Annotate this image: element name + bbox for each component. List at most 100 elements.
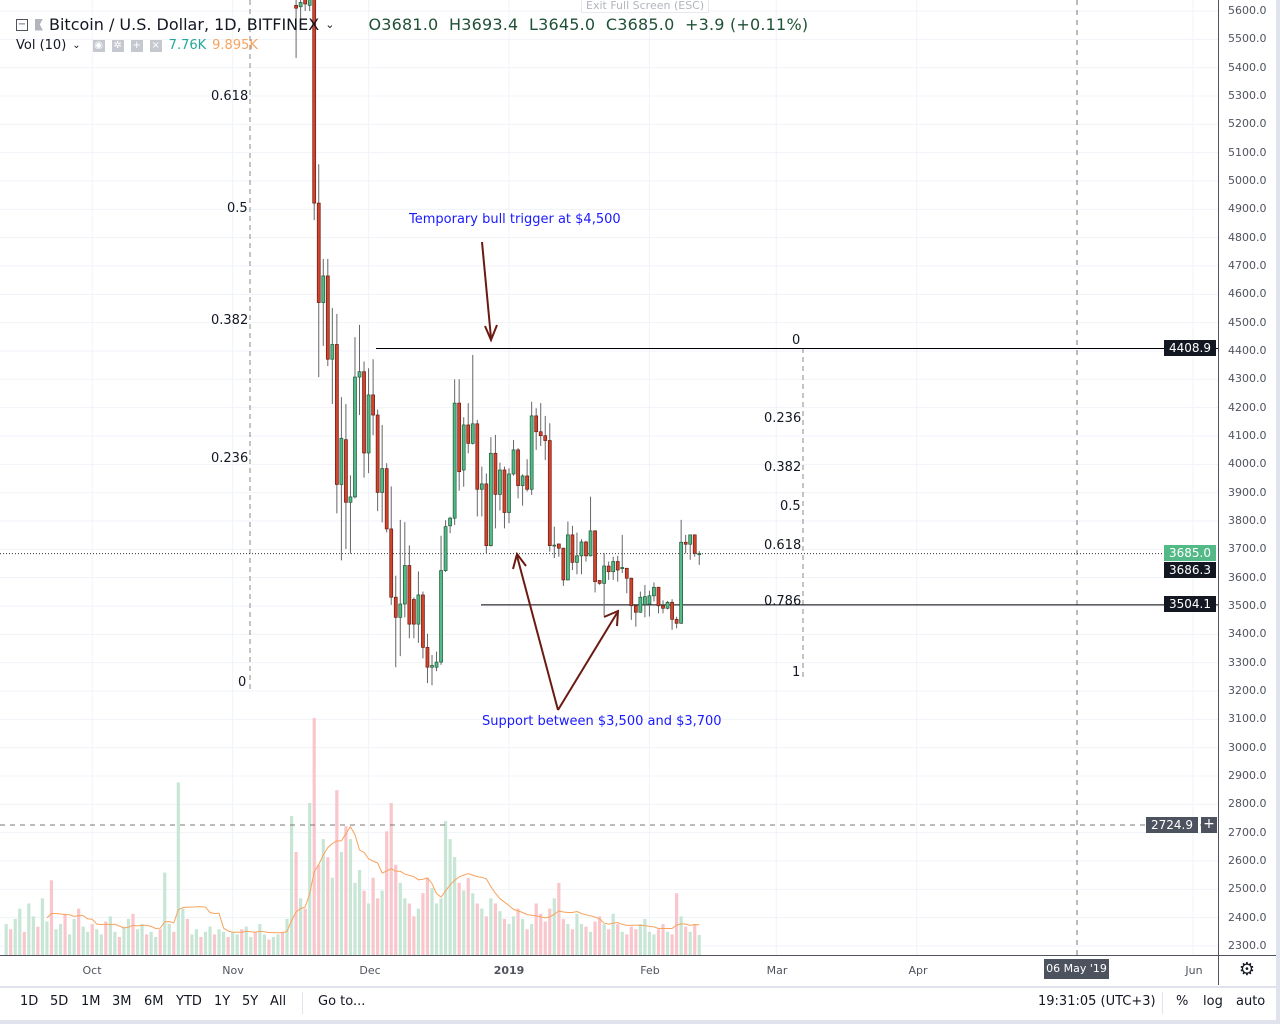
- y-tick-label: 4000.0: [1228, 457, 1267, 471]
- volume-bar: [688, 931, 692, 955]
- clock[interactable]: 19:31:05 (UTC+3): [1038, 994, 1156, 1009]
- range-all[interactable]: All: [270, 994, 287, 1009]
- auto-toggle[interactable]: auto: [1236, 994, 1266, 1009]
- volume-bar: [117, 936, 122, 955]
- collapse-icon[interactable]: −: [16, 18, 28, 31]
- y-tick-label: 3400.0: [1228, 627, 1267, 641]
- high-value: H3693.4: [449, 15, 519, 34]
- y-tick-label: 3000.0: [1228, 740, 1267, 754]
- volume-bar: [22, 931, 26, 955]
- y-tick-label: 3500.0: [1228, 599, 1267, 612]
- volume-bar: [348, 839, 353, 955]
- y-tick-label: 4700.0: [1228, 259, 1267, 272]
- range-ytd[interactable]: YTD: [176, 994, 202, 1009]
- symbol-title[interactable]: Bitcoin / U.S. Dollar, 1D, BITFINEX: [49, 15, 320, 34]
- volume-bar: [158, 929, 162, 955]
- y-tick-label: 2400.0: [1228, 910, 1267, 924]
- candle-body: [493, 452, 498, 495]
- range-5d[interactable]: 5D: [50, 994, 69, 1009]
- candle-body: [457, 402, 462, 473]
- price-chart[interactable]: [0, 0, 1218, 955]
- candle-body: [575, 555, 579, 563]
- bull-trigger-annotation[interactable]: Temporary bull trigger at $4,500: [409, 212, 621, 227]
- candle-body: [588, 530, 593, 557]
- close-icon[interactable]: ×: [149, 39, 162, 52]
- candle-body: [448, 517, 452, 527]
- volume-bar: [357, 869, 362, 955]
- exit-fullscreen-hint[interactable]: Exit Full Screen (ESC): [581, 0, 710, 13]
- volume-bar: [484, 916, 488, 955]
- range-1y[interactable]: 1Y: [214, 994, 231, 1009]
- bottom-toolbar: 1D 5D 1M 3M 6M YTD 1Y 5Y All Go to... 19…: [0, 986, 1276, 1020]
- volume-bar: [566, 924, 570, 955]
- volume-bar: [149, 931, 153, 955]
- volume-bar: [113, 931, 117, 955]
- volume-bar: [602, 924, 606, 955]
- candle-body: [602, 565, 606, 584]
- eye-icon[interactable]: ◉: [92, 39, 105, 52]
- candle-body: [606, 565, 611, 573]
- candle-body: [439, 570, 443, 663]
- goto-button[interactable]: Go to...: [318, 994, 366, 1009]
- volume-bar: [54, 929, 58, 955]
- y-tick-label: 3200.0: [1228, 684, 1267, 697]
- flag-icon[interactable]: [35, 18, 43, 31]
- chevron-down-icon[interactable]: ⌄: [325, 18, 335, 31]
- candle-body: [525, 475, 529, 490]
- y-tick-label: 3300.0: [1228, 655, 1267, 669]
- range-3m[interactable]: 3M: [112, 994, 132, 1009]
- low-value: L3645.0: [529, 15, 596, 34]
- settings-gear-icon[interactable]: ⚙: [1218, 955, 1276, 986]
- candle-body: [407, 565, 412, 625]
- range-5y[interactable]: 5Y: [242, 994, 259, 1009]
- volume-bar: [208, 926, 212, 955]
- range-1d[interactable]: 1D: [20, 994, 39, 1009]
- volume-label[interactable]: Vol (10): [16, 38, 67, 53]
- volume-bar: [267, 939, 271, 955]
- last-price-label: 3685.0: [1164, 545, 1216, 561]
- volume-bar: [652, 934, 656, 955]
- volume-bar: [471, 893, 475, 955]
- open-value: O3681.0: [368, 15, 439, 34]
- volume-bar: [280, 931, 285, 955]
- candle-body: [520, 475, 525, 486]
- volume-bar: [439, 898, 443, 955]
- add-alert-plus-icon[interactable]: +: [1201, 817, 1217, 833]
- y-tick-label: 4300.0: [1228, 372, 1267, 386]
- chevron-down-icon[interactable]: ⌄: [72, 40, 81, 51]
- volume-bar: [507, 924, 511, 955]
- volume-bar: [520, 918, 525, 955]
- volume-bar: [258, 924, 262, 955]
- volume-bar: [448, 839, 452, 955]
- volume-bar: [181, 908, 185, 955]
- candle-body: [344, 439, 348, 503]
- candle-body: [593, 530, 597, 582]
- percent-toggle[interactable]: %: [1176, 994, 1189, 1009]
- range-6m[interactable]: 6M: [144, 994, 164, 1009]
- log-toggle[interactable]: log: [1203, 994, 1223, 1009]
- y-tick-label: 5300.0: [1228, 89, 1267, 102]
- volume-bar: [49, 880, 54, 955]
- candle-body: [665, 601, 670, 609]
- fib-right-05: 0.5: [780, 499, 801, 514]
- volume-bar: [90, 924, 94, 955]
- volume-bar: [584, 926, 588, 955]
- candle-body: [475, 423, 480, 490]
- volume-bar: [185, 918, 189, 955]
- y-tick-label: 4200.0: [1228, 400, 1267, 414]
- volume-bar: [525, 929, 529, 955]
- y-tick-label: 3900.0: [1228, 485, 1267, 499]
- time-axis[interactable]: Oct Nov Dec 2019 Feb Mar Apr Jun 06 May …: [0, 955, 1218, 986]
- y-tick-label: 5500.0: [1228, 32, 1267, 46]
- volume-bar: [665, 931, 670, 955]
- candle-body: [579, 541, 584, 557]
- plus-icon[interactable]: +: [130, 39, 143, 52]
- candle-body: [430, 665, 434, 668]
- y-tick-label: 5600.0: [1228, 4, 1267, 17]
- gear-icon[interactable]: ✲: [111, 39, 124, 52]
- range-1m[interactable]: 1M: [81, 994, 101, 1009]
- volume-bar: [398, 882, 402, 955]
- support-annotation[interactable]: Support between $3,500 and $3,700: [482, 714, 722, 729]
- arrow-head: [484, 324, 498, 343]
